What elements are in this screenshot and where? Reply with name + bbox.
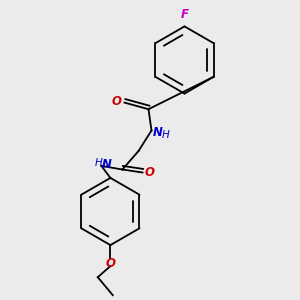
Text: F: F (181, 8, 188, 22)
Text: O: O (145, 166, 155, 179)
Text: N: N (102, 158, 112, 172)
Text: O: O (112, 94, 122, 108)
Text: O: O (105, 257, 116, 270)
Text: H: H (162, 130, 170, 140)
Text: N: N (153, 126, 163, 140)
Text: H: H (94, 158, 102, 168)
